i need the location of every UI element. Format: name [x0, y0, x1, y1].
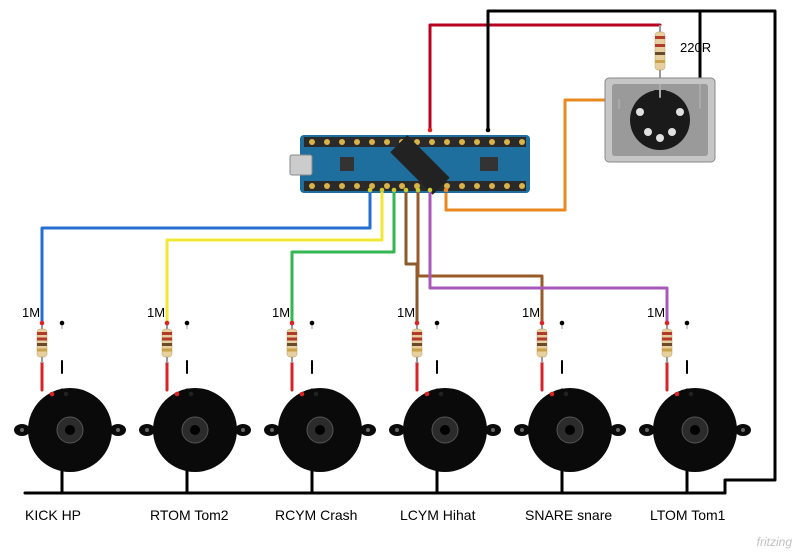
solder-joint — [439, 392, 444, 397]
solder-joint — [425, 392, 430, 397]
solder-joint — [40, 321, 45, 326]
piezo-label: SNARE snare — [525, 507, 612, 523]
solder-joint — [64, 392, 69, 397]
solder-joint — [165, 321, 170, 326]
solder-joint — [444, 188, 449, 193]
piezo-label: RCYM Crash — [275, 507, 357, 523]
solder-joint — [189, 392, 194, 397]
solder-joint — [415, 321, 420, 326]
piezo-rtom — [139, 388, 251, 472]
piezo-lcym — [389, 388, 501, 472]
piezo-label: LTOM Tom1 — [650, 507, 725, 523]
resistor-label-220r: 220R — [680, 40, 711, 55]
wire — [406, 190, 417, 323]
solder-joint — [486, 128, 491, 133]
solder-joint — [404, 188, 409, 193]
resistor-label: 1M — [22, 305, 40, 320]
wire — [42, 190, 370, 323]
piezo-label: KICK HP — [25, 507, 81, 523]
watermark-label: fritzing — [757, 535, 792, 549]
resistor-label: 1M — [522, 305, 540, 320]
solder-joint — [435, 321, 440, 326]
solder-joint — [175, 392, 180, 397]
solder-joint — [416, 188, 421, 193]
resistor-label: 1M — [647, 305, 665, 320]
piezo-label: RTOM Tom2 — [150, 507, 229, 523]
resistor-label: 1M — [272, 305, 290, 320]
solder-joint — [185, 321, 190, 326]
piezo-ltom — [639, 388, 751, 472]
solder-joint — [300, 392, 305, 397]
piezo-label: LCYM Hihat — [400, 507, 475, 523]
solder-joint — [560, 321, 565, 326]
resistor-label: 1M — [147, 305, 165, 320]
solder-joint — [550, 392, 555, 397]
resistor-label: 1M — [397, 305, 415, 320]
solder-joint — [428, 128, 433, 133]
solder-joint — [60, 321, 65, 326]
solder-joint — [675, 392, 680, 397]
solder-joint — [380, 188, 385, 193]
solder-joint — [540, 321, 545, 326]
solder-joint — [564, 392, 569, 397]
piezo-snare — [514, 388, 626, 472]
solder-joint — [368, 188, 373, 193]
solder-joint — [310, 321, 315, 326]
solder-joint — [428, 188, 433, 193]
piezo-kick — [14, 388, 126, 472]
solder-joint — [290, 321, 295, 326]
wiring-diagram — [0, 0, 800, 555]
solder-joint — [392, 188, 397, 193]
solder-joint — [314, 392, 319, 397]
solder-joint — [50, 392, 55, 397]
solder-joint — [665, 321, 670, 326]
arduino-nano — [290, 135, 530, 195]
piezo-rcym — [264, 388, 376, 472]
wire — [292, 190, 394, 323]
wire — [167, 190, 382, 323]
solder-joint — [685, 321, 690, 326]
solder-joint — [689, 392, 694, 397]
